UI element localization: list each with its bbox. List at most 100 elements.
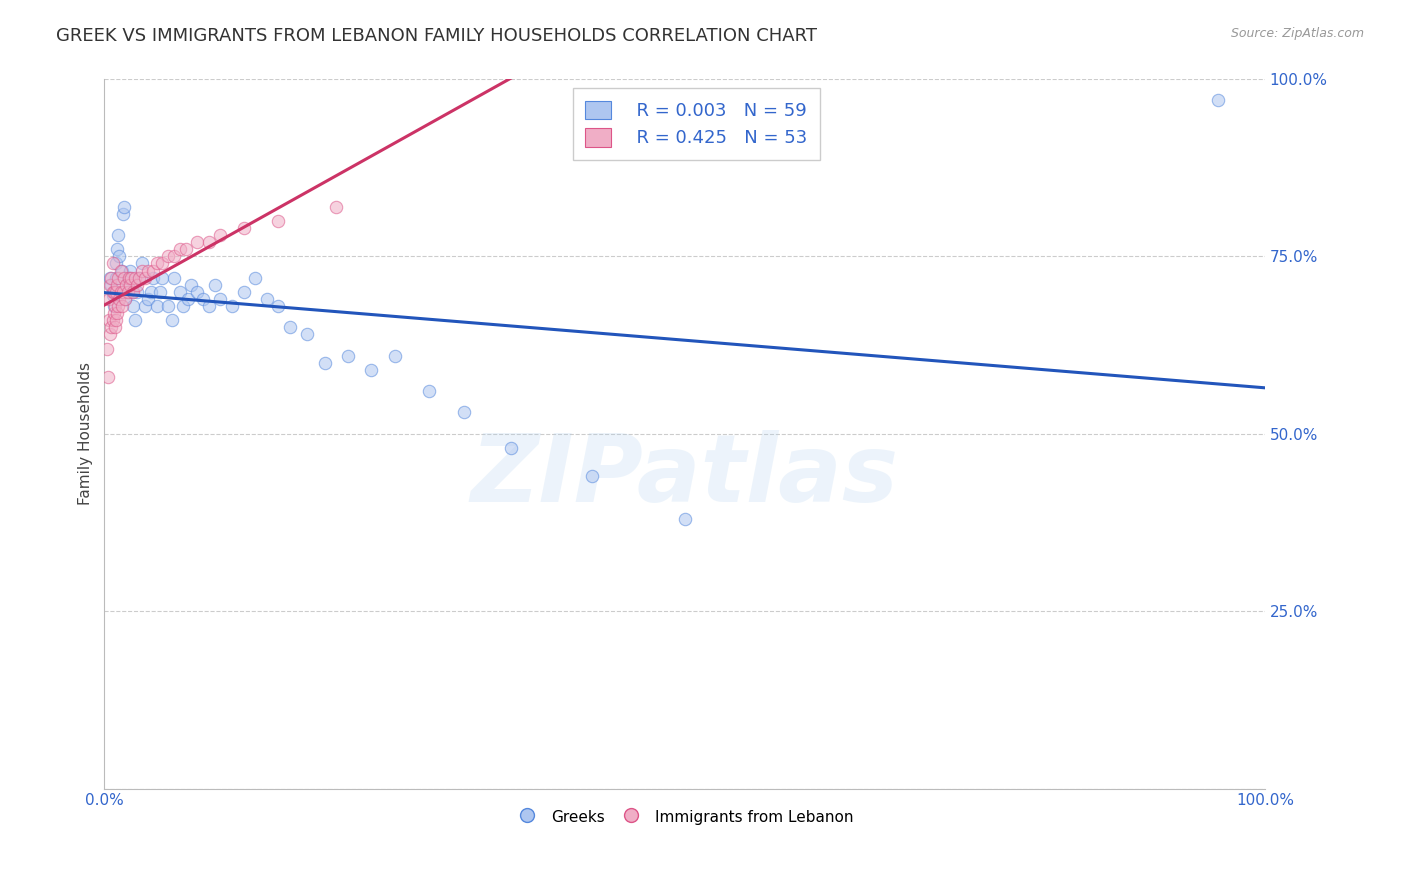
- Point: [581, 469, 603, 483]
- Point: [138, 263, 160, 277]
- Point: [117, 277, 139, 292]
- Point: [142, 263, 165, 277]
- Point: [172, 299, 194, 313]
- Point: [118, 263, 141, 277]
- Point: [115, 277, 138, 292]
- Y-axis label: Family Households: Family Households: [79, 362, 93, 505]
- Point: [96, 342, 118, 356]
- Point: [499, 441, 522, 455]
- Point: [142, 270, 165, 285]
- Point: [100, 277, 122, 292]
- Point: [221, 299, 243, 313]
- Point: [186, 235, 208, 249]
- Point: [145, 256, 167, 270]
- Point: [297, 327, 319, 342]
- Point: [160, 313, 183, 327]
- Point: [204, 277, 226, 292]
- Point: [105, 242, 128, 256]
- Point: [118, 270, 141, 285]
- Point: [104, 285, 127, 299]
- Point: [198, 235, 221, 249]
- Text: Source: ZipAtlas.com: Source: ZipAtlas.com: [1230, 27, 1364, 40]
- Point: [174, 242, 197, 256]
- Point: [209, 228, 232, 243]
- Point: [152, 256, 174, 270]
- Point: [131, 263, 153, 277]
- Point: [325, 200, 347, 214]
- Point: [384, 349, 406, 363]
- Point: [232, 285, 254, 299]
- Point: [100, 270, 122, 285]
- Point: [673, 512, 696, 526]
- Point: [104, 313, 127, 327]
- Point: [104, 270, 127, 285]
- Point: [145, 299, 167, 313]
- Point: [103, 299, 125, 313]
- Point: [118, 270, 141, 285]
- Point: [108, 292, 131, 306]
- Point: [232, 221, 254, 235]
- Point: [101, 288, 124, 302]
- Point: [117, 285, 139, 299]
- Point: [114, 292, 136, 306]
- Point: [131, 256, 153, 270]
- Point: [97, 370, 120, 384]
- Point: [105, 277, 128, 292]
- Point: [111, 299, 134, 313]
- Point: [112, 200, 135, 214]
- Point: [191, 292, 214, 306]
- Point: [100, 320, 122, 334]
- Point: [314, 356, 336, 370]
- Point: [108, 249, 131, 263]
- Point: [245, 270, 267, 285]
- Point: [157, 249, 180, 263]
- Point: [125, 285, 148, 299]
- Point: [128, 270, 150, 285]
- Point: [453, 405, 475, 419]
- Point: [256, 292, 278, 306]
- Text: ZIPatlas: ZIPatlas: [471, 430, 898, 523]
- Point: [180, 277, 202, 292]
- Point: [98, 313, 121, 327]
- Point: [124, 270, 146, 285]
- Point: [418, 384, 440, 399]
- Point: [104, 299, 127, 313]
- Point: [337, 349, 360, 363]
- Point: [101, 256, 124, 270]
- Point: [360, 363, 382, 377]
- Point: [125, 277, 148, 292]
- Point: [111, 263, 134, 277]
- Point: [157, 299, 180, 313]
- Point: [186, 285, 208, 299]
- Point: [122, 299, 145, 313]
- Point: [124, 313, 146, 327]
- Point: [98, 270, 121, 285]
- Point: [107, 228, 129, 243]
- Point: [101, 285, 124, 299]
- Point: [1208, 93, 1230, 107]
- Point: [149, 285, 172, 299]
- Point: [114, 292, 136, 306]
- Point: [118, 277, 141, 292]
- Point: [105, 306, 128, 320]
- Point: [107, 270, 129, 285]
- Point: [134, 270, 156, 285]
- Point: [110, 285, 132, 299]
- Point: [111, 207, 134, 221]
- Point: [278, 320, 301, 334]
- Point: [267, 299, 290, 313]
- Point: [104, 256, 127, 270]
- Point: [138, 292, 160, 306]
- Text: GREEK VS IMMIGRANTS FROM LEBANON FAMILY HOUSEHOLDS CORRELATION CHART: GREEK VS IMMIGRANTS FROM LEBANON FAMILY …: [56, 27, 817, 45]
- Point: [163, 270, 186, 285]
- Point: [134, 299, 156, 313]
- Point: [128, 270, 150, 285]
- Point: [98, 277, 121, 292]
- Point: [103, 285, 125, 299]
- Point: [267, 214, 290, 228]
- Point: [98, 292, 121, 306]
- Point: [121, 285, 143, 299]
- Legend: Greeks, Immigrants from Lebanon: Greeks, Immigrants from Lebanon: [506, 800, 863, 834]
- Point: [104, 320, 127, 334]
- Point: [177, 292, 200, 306]
